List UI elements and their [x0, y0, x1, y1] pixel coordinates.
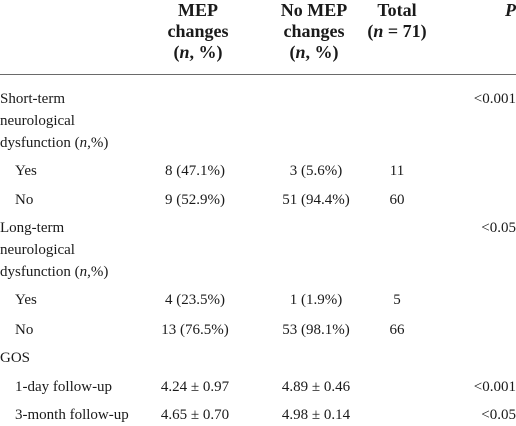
header-mep-line1: MEP: [178, 0, 218, 20]
header-no-mep-changes: No MEP changes (n, %): [258, 0, 370, 63]
row-short-yes-no-mep: 3 (5.6%): [289, 163, 343, 179]
row-1day-p: <0.001: [473, 379, 516, 395]
header-mep-changes: MEP changes (n, %): [148, 0, 248, 63]
row-long-no-label: No: [15, 322, 34, 338]
header-no-mep-line2: changes: [283, 21, 345, 41]
header-mep-line2: changes: [167, 21, 229, 41]
row-1day-mep: 4.24 ± 0.97: [160, 379, 230, 395]
row-3month-no-mep: 4.98 ± 0.14: [281, 407, 351, 423]
row-long-no-mep: 13 (76.5%): [161, 322, 229, 338]
row-short-no-label: No: [15, 192, 34, 208]
row-long-yes-label: Yes: [15, 292, 37, 308]
row-short-yes-mep: 8 (47.1%): [165, 163, 225, 179]
row-short-term-line1: Short-term: [0, 91, 65, 107]
row-long-yes-mep: 4 (23.5%): [165, 292, 225, 308]
header-total-line2: (n = 71): [367, 21, 427, 41]
row-gos-label: GOS: [0, 350, 31, 366]
row-long-term-label: Long-term neurological dysfunction (n,%): [0, 217, 140, 283]
row-short-no-mep: 9 (52.9%): [165, 192, 225, 208]
row-short-term-label: Short-term neurological dysfunction (n,%…: [0, 88, 140, 154]
header-p: P: [470, 0, 516, 21]
row-3month-label: 3-month follow-up: [15, 407, 129, 423]
header-p-label: P: [505, 0, 516, 20]
row-long-term-line1: Long-term: [0, 220, 65, 236]
header-no-mep-line1: No MEP: [280, 0, 348, 20]
row-short-term-line2: neurological: [0, 113, 75, 129]
row-3month-p: <0.05: [481, 407, 516, 423]
row-long-yes-total: 5: [393, 292, 401, 308]
row-long-no-total: 66: [389, 322, 405, 338]
row-long-yes-no-mep: 1 (1.9%): [289, 292, 343, 308]
row-long-term-line3: dysfunction (n,%): [0, 264, 109, 280]
row-long-term-p: <0.05: [481, 220, 516, 236]
header-mep-line3: (n, %): [173, 42, 223, 62]
row-1day-label: 1-day follow-up: [15, 379, 113, 395]
header-total-line1: Total: [377, 0, 417, 20]
row-short-yes-label: Yes: [15, 163, 37, 179]
header-total: Total (n = 71): [356, 0, 438, 42]
row-short-term-p: <0.001: [473, 91, 516, 107]
row-3month-mep: 4.65 ± 0.70: [160, 407, 230, 423]
header-no-mep-line3: (n, %): [289, 42, 339, 62]
row-short-yes-total: 11: [389, 163, 405, 179]
row-long-no-no-mep: 53 (98.1%): [282, 322, 350, 338]
header-rule: [0, 74, 516, 75]
row-short-term-line3: dysfunction (n,%): [0, 135, 109, 151]
row-short-no-total: 60: [389, 192, 405, 208]
row-long-term-line2: neurological: [0, 242, 75, 258]
row-1day-no-mep: 4.89 ± 0.46: [281, 379, 351, 395]
row-short-no-no-mep: 51 (94.4%): [282, 192, 350, 208]
